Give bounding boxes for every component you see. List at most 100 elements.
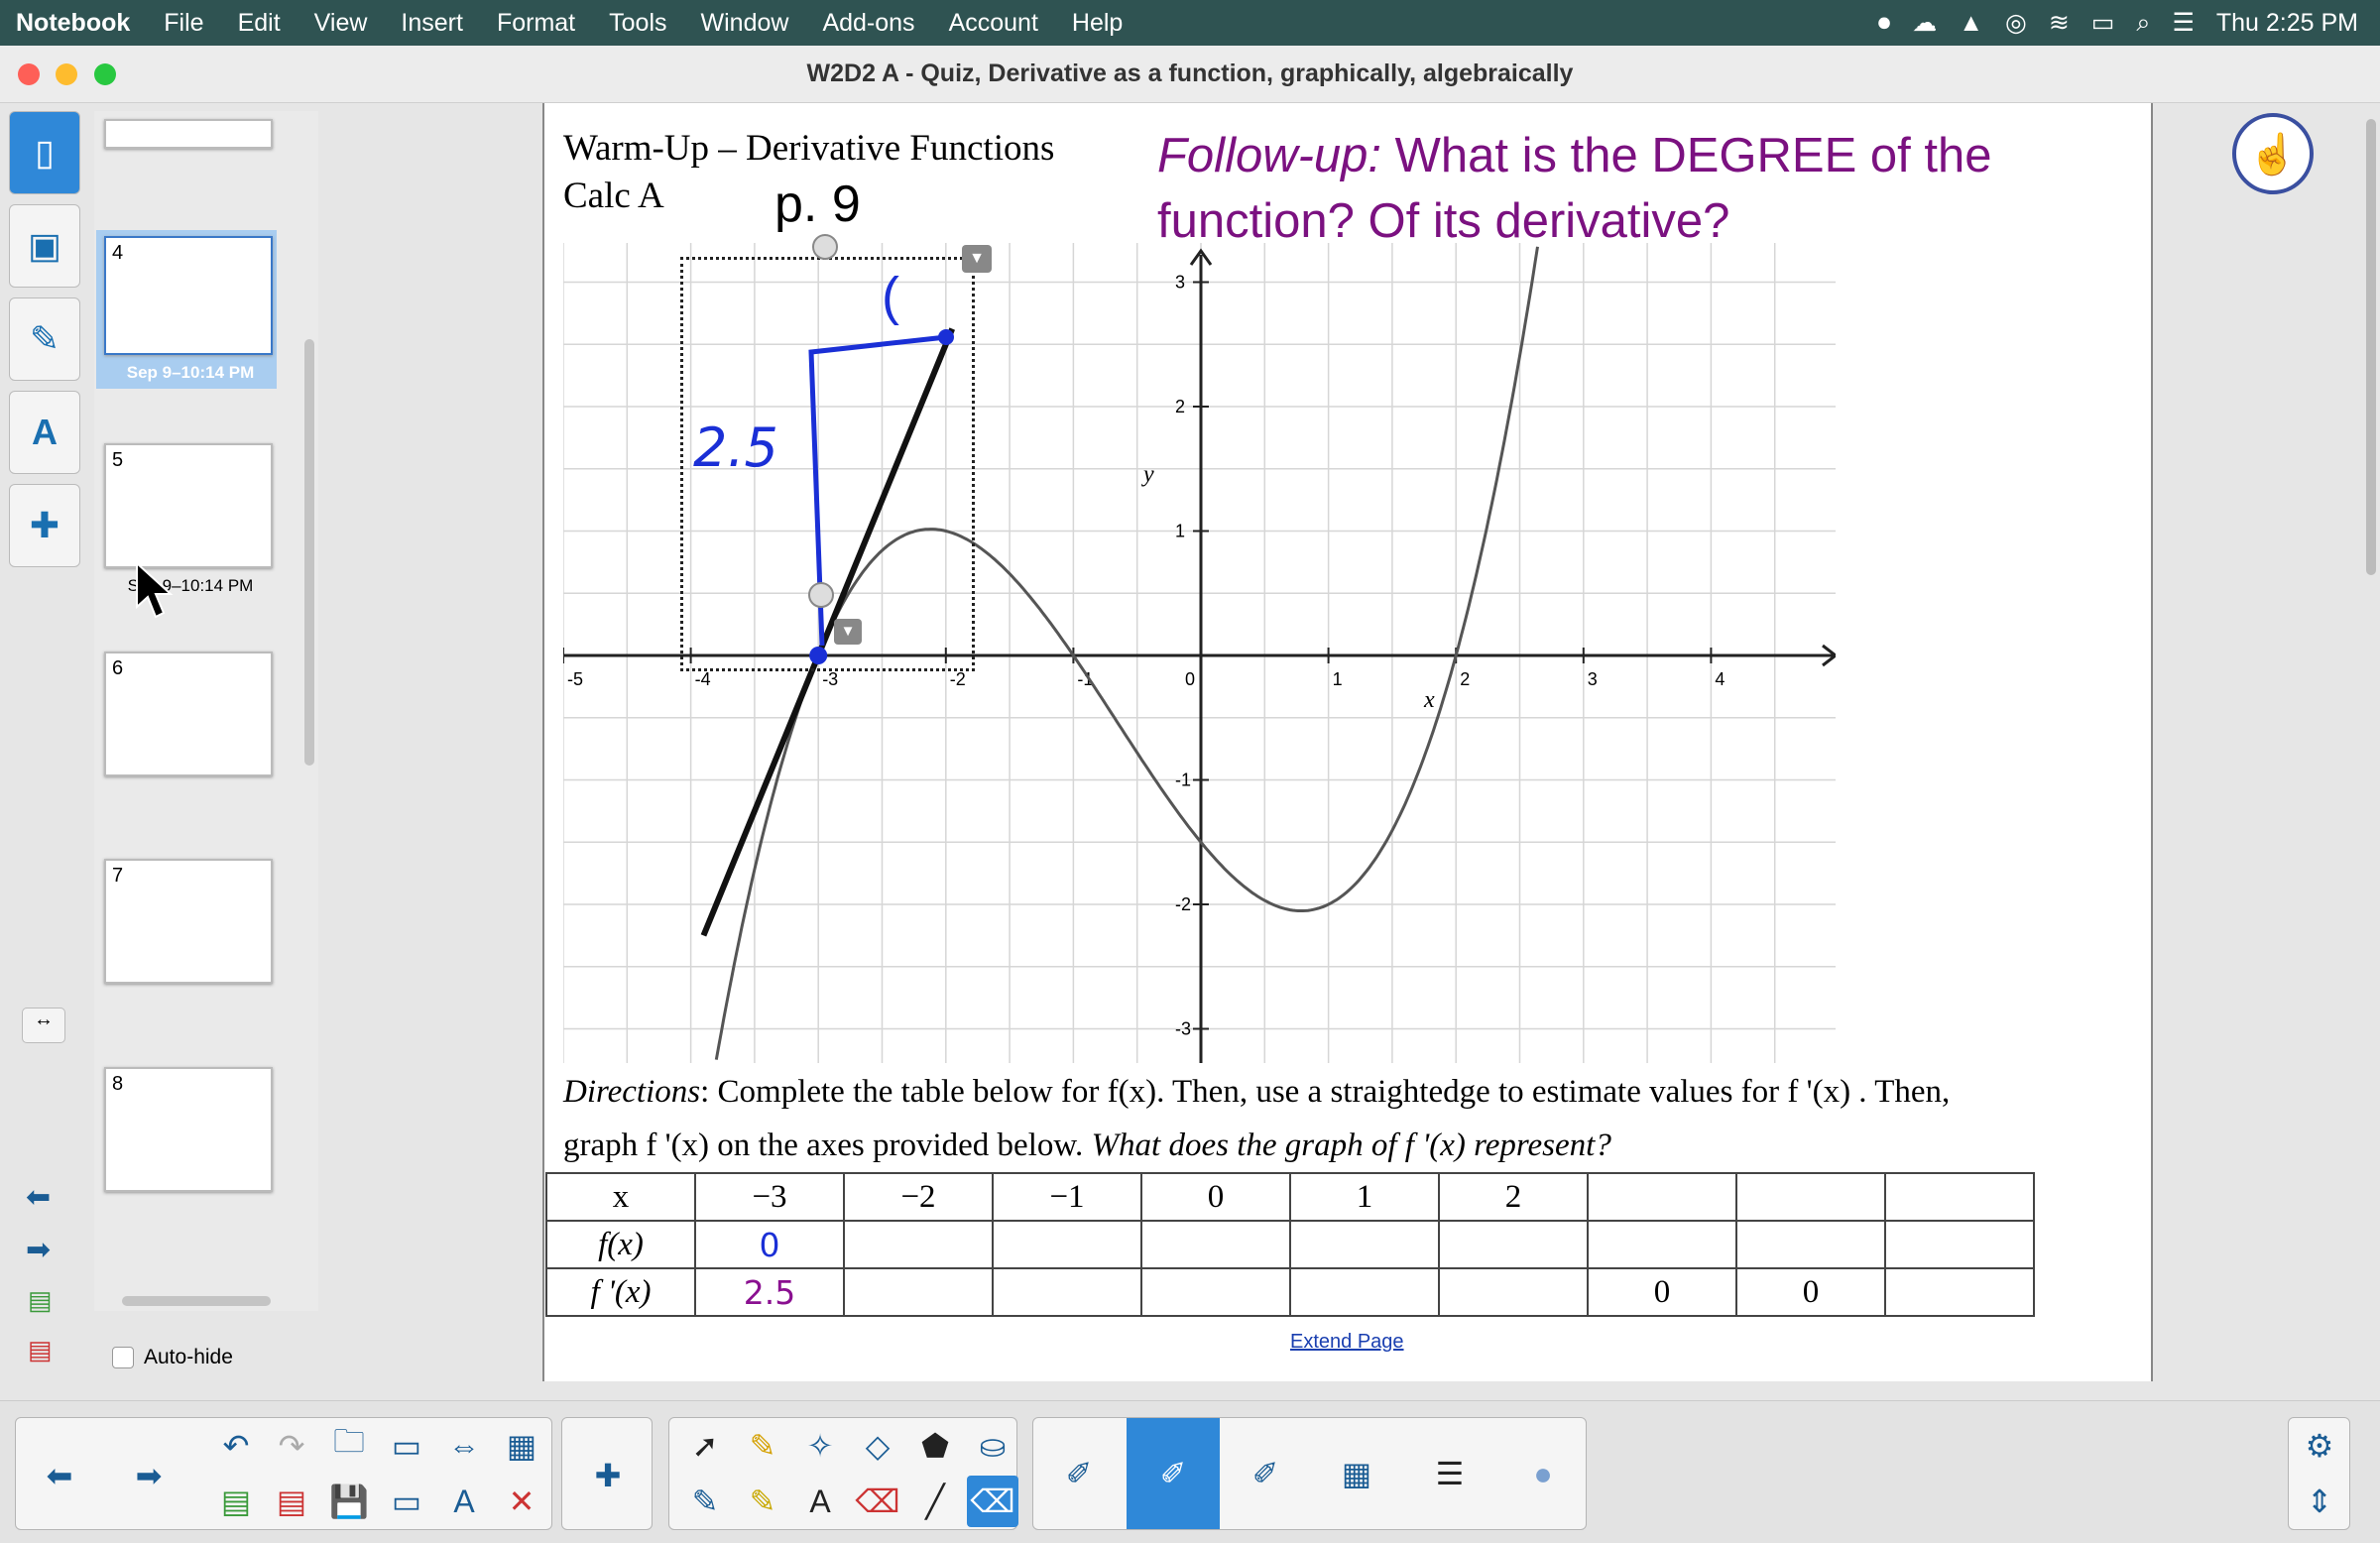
menu-format[interactable]: Format [496,8,576,37]
thumbnail-page-6[interactable]: 6 [104,652,273,776]
table-cell[interactable] [992,1267,1142,1317]
table-cell[interactable] [1140,1267,1291,1317]
addons-button[interactable]: ✚ [594,1458,622,1493]
object-menu-dropdown-2[interactable]: ▼ [834,619,862,645]
eraser-active-tool[interactable]: ⌫ [967,1476,1018,1527]
rotate-handle-2[interactable] [808,582,834,608]
tab-attachments[interactable]: ✎ [9,297,80,381]
table-cell[interactable]: 0 [1735,1267,1886,1317]
line-style-button[interactable]: ☰ [1435,1456,1465,1491]
polygon-tool[interactable]: ⬟ [921,1428,949,1464]
menu-tools[interactable]: Tools [609,8,667,37]
highlighter-tool[interactable]: ✎ [749,1428,776,1464]
next-page-button[interactable]: ➡ [135,1458,163,1493]
thumbnail-page-4[interactable]: 4 Sep 9–10:14 PM [104,236,273,382]
function-graph[interactable]: -5-4-3-2-1012345321-1-2-3xy [563,243,1836,1063]
move-toolbar-icon[interactable]: ⇕ [2306,1484,2333,1519]
creative-pen-tool[interactable]: ✎ [749,1484,776,1519]
table-cell[interactable] [1735,1172,1886,1222]
table-cell[interactable]: 1 [1289,1172,1440,1222]
table-cell[interactable]: 0 [1587,1267,1737,1317]
handwritten-rise[interactable]: 2.5 [693,416,778,479]
menu-help[interactable]: Help [1071,8,1124,37]
shapes-tool[interactable]: ◇ [865,1428,891,1464]
close-button[interactable] [18,63,40,85]
undo-button[interactable]: ↶ [222,1428,250,1464]
thumbnail-page-3[interactable] [104,119,273,149]
screen-shade-button[interactable]: ▭ [391,1428,422,1464]
table-cell[interactable] [992,1220,1142,1269]
delete-page-button[interactable]: ▤ [276,1484,307,1519]
pen-tool[interactable]: ✎ [691,1484,719,1519]
search-icon[interactable]: ⌕ [2136,8,2151,37]
table-cell[interactable] [1289,1267,1440,1317]
record-icon[interactable]: ⏺ [1877,8,1891,37]
table-cell[interactable]: −3 [694,1172,845,1222]
table-cell[interactable] [1884,1172,2035,1222]
previous-page-button[interactable]: ⬅ [46,1458,73,1493]
autohide-option[interactable]: Auto-hide [112,1346,233,1369]
page-reference[interactable]: p. 9 [774,176,861,233]
drive-icon[interactable]: ▲ [1959,8,1984,37]
redo-button[interactable]: ↷ [278,1428,305,1464]
thumbnail-page-5[interactable]: 5 Sep 9–10:14 PM [104,443,273,595]
pen-type-3[interactable]: ✐ [1251,1456,1279,1491]
tab-page-sorter[interactable]: ▯ [9,111,80,194]
object-menu-dropdown[interactable]: ▼ [962,245,992,273]
table-cell[interactable] [1587,1172,1737,1222]
expand-panel-button[interactable]: ↔ [22,1008,65,1043]
delete-page-icon[interactable]: ▤ [28,1335,53,1365]
table-cell[interactable] [1438,1267,1589,1317]
menu-edit[interactable]: Edit [237,8,281,37]
pen-type-1[interactable]: ✐ [1065,1456,1093,1491]
settings-gear-icon[interactable]: ⚙ [2305,1428,2334,1464]
cloud-icon[interactable]: ☁ [1912,9,1938,37]
thumbnail-page-8[interactable]: 8 [104,1067,273,1192]
menu-window[interactable]: Window [700,8,789,37]
eraser-tool[interactable]: ⌫ [855,1484,900,1519]
extend-page-link[interactable]: Extend Page [1290,1331,1404,1353]
tab-gallery[interactable]: ▣ [9,204,80,288]
table-cell[interactable]: 0 [1140,1172,1291,1222]
add-page-button[interactable]: ▤ [220,1484,252,1519]
save-button[interactable]: 💾 [329,1484,369,1519]
thumbnail-page-7[interactable]: 7 [104,859,273,984]
clear-button[interactable]: ✕ [508,1484,536,1519]
table-cell[interactable] [843,1267,994,1317]
rotate-handle[interactable] [812,234,838,260]
table-cell[interactable]: 2 [1438,1172,1589,1222]
autohide-checkbox[interactable] [112,1347,134,1368]
table-cell[interactable] [843,1220,994,1269]
table-cell[interactable] [1140,1220,1291,1269]
handwriting-recognition-button[interactable]: A [453,1483,475,1519]
table-cell[interactable] [1735,1220,1886,1269]
display-button[interactable]: ▭ [391,1484,422,1519]
table-cell[interactable]: −1 [992,1172,1142,1222]
minimize-button[interactable] [56,63,77,85]
next-page-arrow-icon[interactable]: ➡ [26,1234,52,1266]
tab-properties[interactable]: A [9,391,80,474]
table-cell[interactable] [1884,1267,2035,1317]
menu-addons[interactable]: Add-ons [822,8,915,37]
table-cell[interactable] [1884,1220,2035,1269]
table-cell[interactable]: 2.5 [694,1267,845,1317]
menu-view[interactable]: View [313,8,368,37]
thumbnail-scrollbar[interactable] [304,339,314,766]
menu-insert[interactable]: Insert [401,8,463,37]
add-page-icon[interactable]: ▤ [28,1285,53,1315]
control-center-icon[interactable]: ☰ [2172,9,2195,37]
thumbnail-hscrollbar[interactable] [122,1296,271,1306]
row-header[interactable]: f(x) [545,1220,696,1269]
menu-file[interactable]: File [164,8,204,37]
table-cell[interactable]: −2 [843,1172,994,1222]
wifi-icon[interactable]: ≋ [2048,9,2070,37]
insert-table-button[interactable]: ▦ [506,1428,537,1464]
sync-icon[interactable]: ◎ [2005,9,2027,37]
text-tool[interactable]: A [809,1483,831,1519]
fill-tool[interactable]: ⛀ [979,1428,1007,1464]
previous-page-arrow-icon[interactable]: ⬅ [26,1181,52,1214]
tab-addons[interactable]: ✚ [9,484,80,567]
menu-account[interactable]: Account [948,8,1038,37]
line-tool[interactable]: ╱ [925,1484,945,1519]
select-hand-button[interactable]: ☝ [2232,113,2314,194]
